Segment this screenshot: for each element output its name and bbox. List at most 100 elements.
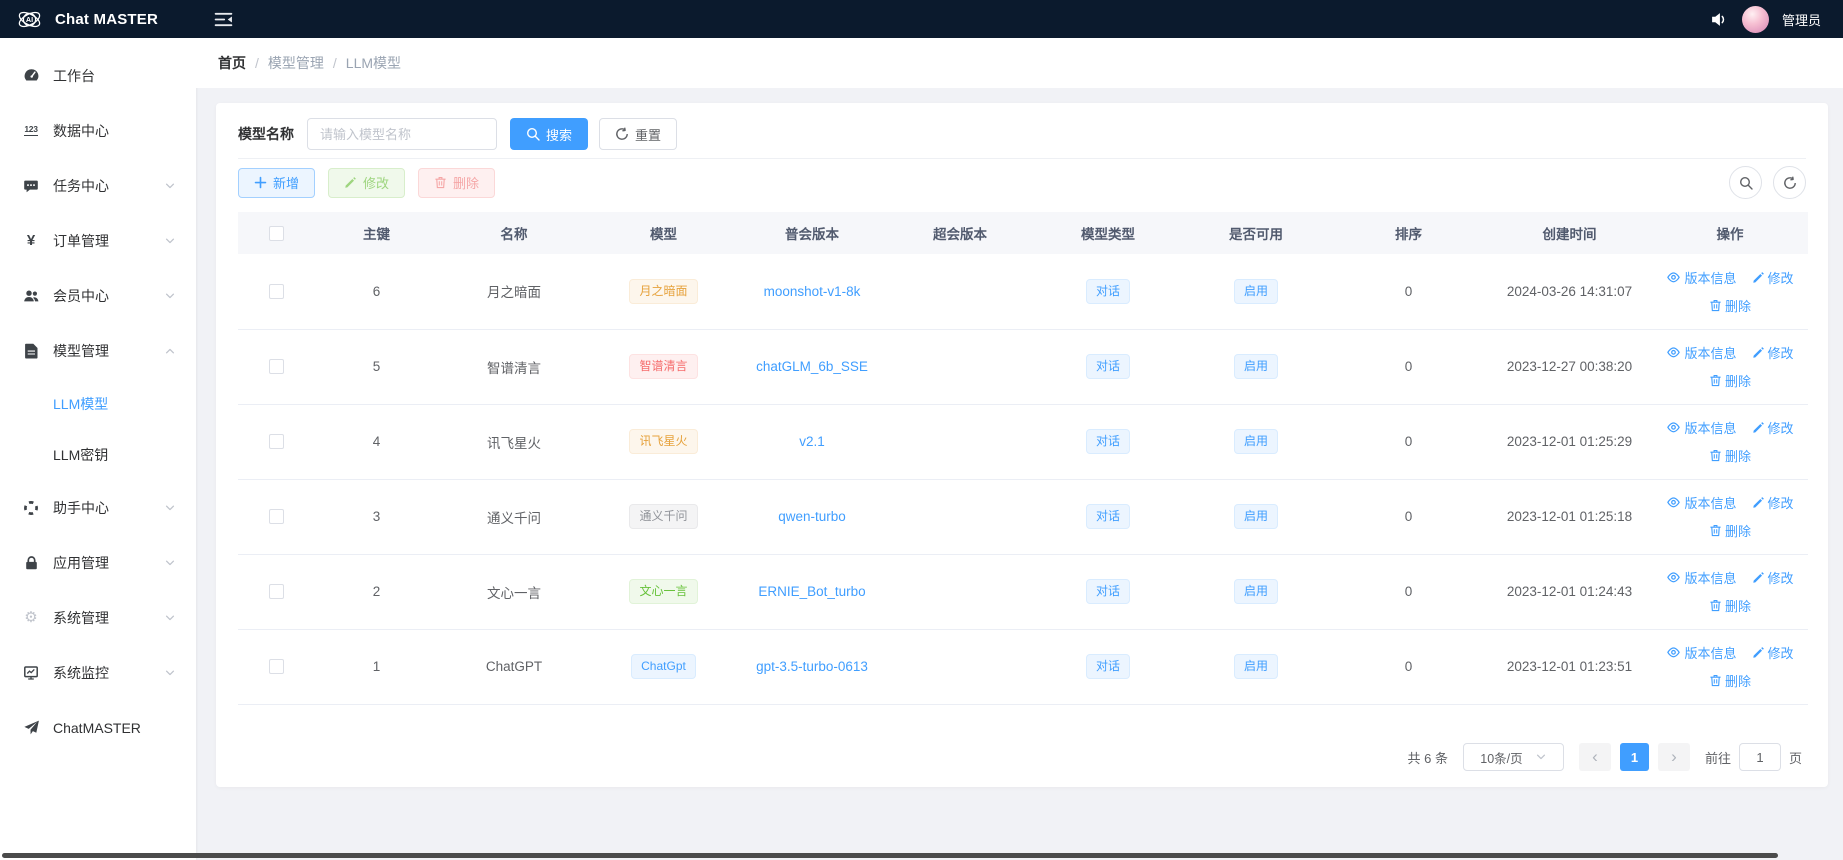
sidebar-item-label: 模型管理	[53, 342, 109, 359]
version-link[interactable]: ERNIE_Bot_turbo	[758, 584, 866, 599]
show-search-icon-button[interactable]	[1729, 166, 1762, 199]
table-header-row: 主键 名称 模型 普会版本 超会版本 模型类型 是否可用 排序 创建时间 操作	[238, 212, 1808, 254]
edit-link[interactable]: 修改	[1752, 418, 1794, 437]
version-link[interactable]: v2.1	[799, 434, 825, 449]
reset-button[interactable]: 重置	[599, 118, 678, 150]
delete-link[interactable]: 删除	[1709, 296, 1751, 315]
page-size-value: 10条/页	[1480, 751, 1523, 766]
version-info-link[interactable]: 版本信息	[1666, 343, 1737, 362]
search-icon	[526, 127, 540, 141]
table-row: 5 智谱清言 智谱清言 chatGLM_6b_SSE 对话 启用 0 2023-…	[238, 329, 1808, 405]
content-card: 模型名称 搜索 重置 新增	[216, 103, 1828, 787]
version-info-link[interactable]: 版本信息	[1666, 268, 1737, 287]
sidebar-collapse-icon[interactable]	[214, 11, 233, 28]
chevron-down-icon	[164, 667, 176, 679]
edit-link[interactable]: 修改	[1752, 643, 1794, 662]
sidebar-item-system-management[interactable]: ⚙ 系统管理	[0, 590, 196, 645]
chevron-down-icon	[164, 557, 176, 569]
sidebar-item-order-management[interactable]: ¥ 订单管理	[0, 213, 196, 268]
cell-created: 2023-12-01 01:25:29	[1487, 404, 1652, 480]
cell-id: 6	[314, 254, 439, 330]
goto-page-input[interactable]	[1738, 743, 1781, 771]
edit-link[interactable]: 修改	[1752, 568, 1794, 587]
sidebar-subitem-llm-key[interactable]: LLM密钥	[53, 446, 109, 463]
sidebar-item-data-center[interactable]: 123 数据中心	[0, 103, 196, 158]
pencil-icon	[344, 176, 357, 189]
model-name-input[interactable]	[307, 118, 497, 150]
add-button[interactable]: 新增	[238, 167, 316, 198]
cell-created: 2024-03-26 14:31:07	[1487, 254, 1652, 330]
model-type-tag: 对话	[1085, 654, 1130, 679]
row-checkbox[interactable]	[268, 284, 284, 300]
delete-link[interactable]: 删除	[1709, 671, 1751, 690]
row-checkbox[interactable]	[268, 509, 284, 525]
goto-page: 前往 页	[1705, 743, 1802, 771]
horizontal-scrollbar[interactable]	[2, 853, 1778, 858]
refresh-table-icon-button[interactable]	[1773, 166, 1806, 199]
status-tag: 启用	[1233, 429, 1278, 454]
delete-link[interactable]: 删除	[1709, 446, 1751, 465]
page-size-select[interactable]: 10条/页	[1462, 743, 1564, 771]
version-link[interactable]: gpt-3.5-turbo-0613	[756, 659, 868, 674]
breadcrumb-item[interactable]: LLM模型	[345, 55, 402, 71]
main-layout: 工作台 123 数据中心 任务中心 ¥ 订单管理 会员中心 模型管理 LLM模型…	[0, 38, 1843, 860]
chevron-up-icon	[164, 345, 176, 357]
chevron-down-icon	[164, 180, 176, 192]
cell-name: 智谱清言	[439, 329, 589, 405]
version-link[interactable]: chatGLM_6b_SSE	[756, 359, 868, 374]
status-tag: 启用	[1233, 504, 1278, 529]
sidebar-item-app-management[interactable]: 应用管理	[0, 535, 196, 590]
chevron-down-icon	[164, 612, 176, 624]
prev-page-button[interactable]: ‹	[1578, 743, 1611, 771]
sidebar-item-workbench[interactable]: 工作台	[0, 48, 196, 103]
volume-icon[interactable]	[1710, 11, 1729, 28]
version-link[interactable]: moonshot-v1-8k	[763, 283, 861, 299]
version-info-link[interactable]: 版本信息	[1666, 568, 1737, 587]
version-info-link[interactable]: 版本信息	[1666, 643, 1737, 662]
edit-link[interactable]: 修改	[1752, 343, 1794, 362]
table-row: 6 月之暗面 月之暗面 moonshot-v1-8k 对话 启用 0 2024-…	[238, 254, 1808, 330]
version-info-link[interactable]: 版本信息	[1666, 418, 1737, 437]
eye-icon	[1666, 271, 1681, 284]
sidebar: 工作台 123 数据中心 任务中心 ¥ 订单管理 会员中心 模型管理 LLM模型…	[0, 38, 196, 860]
cell-sort: 0	[1330, 254, 1487, 330]
version-info-link[interactable]: 版本信息	[1666, 493, 1737, 512]
select-all-checkbox[interactable]	[268, 225, 284, 241]
row-checkbox[interactable]	[268, 434, 284, 450]
avatar[interactable]	[1741, 5, 1769, 33]
sidebar-item-chatmaster[interactable]: ChatMASTER	[0, 700, 196, 755]
current-page-button[interactable]: 1	[1619, 743, 1649, 771]
sidebar-item-label: 任务中心	[53, 177, 109, 194]
gear-icon: ⚙	[24, 609, 38, 626]
edit-button[interactable]: 修改	[328, 167, 406, 198]
sidebar-item-assistant-center[interactable]: 助手中心	[0, 480, 196, 535]
trash-icon	[434, 176, 447, 189]
delete-link[interactable]: 删除	[1709, 371, 1751, 390]
sidebar-subitem-llm-model[interactable]: LLM模型	[53, 395, 109, 412]
cell-name: 通义千问	[439, 479, 589, 555]
username: 管理员	[1781, 12, 1821, 28]
column-header: 超会版本	[886, 212, 1034, 254]
delete-link[interactable]: 删除	[1709, 521, 1751, 540]
delete-link[interactable]: 删除	[1709, 596, 1751, 615]
svg-text:AI: AI	[26, 15, 33, 24]
column-header: 是否可用	[1182, 212, 1330, 254]
row-checkbox[interactable]	[268, 359, 284, 375]
sidebar-item-member-center[interactable]: 会员中心	[0, 268, 196, 323]
delete-button[interactable]: 删除	[418, 167, 496, 198]
next-page-button[interactable]: ›	[1657, 743, 1690, 771]
breadcrumb: 首页 / 模型管理 / LLM模型	[196, 38, 1843, 88]
cell-created: 2023-12-27 00:38:20	[1487, 329, 1652, 405]
breadcrumb-item[interactable]: 模型管理	[267, 55, 324, 71]
sidebar-item-model-management[interactable]: 模型管理	[0, 323, 196, 378]
row-checkbox[interactable]	[268, 584, 284, 600]
search-button[interactable]: 搜索	[510, 118, 589, 150]
edit-link[interactable]: 修改	[1752, 268, 1794, 287]
edit-link[interactable]: 修改	[1752, 493, 1794, 512]
row-checkbox[interactable]	[268, 659, 284, 675]
sidebar-item-task-center[interactable]: 任务中心	[0, 158, 196, 213]
version-link[interactable]: qwen-turbo	[778, 509, 846, 524]
sidebar-item-system-monitor[interactable]: 系统监控	[0, 645, 196, 700]
breadcrumb-item[interactable]: 首页	[218, 55, 246, 71]
yen-icon: ¥	[26, 232, 36, 249]
